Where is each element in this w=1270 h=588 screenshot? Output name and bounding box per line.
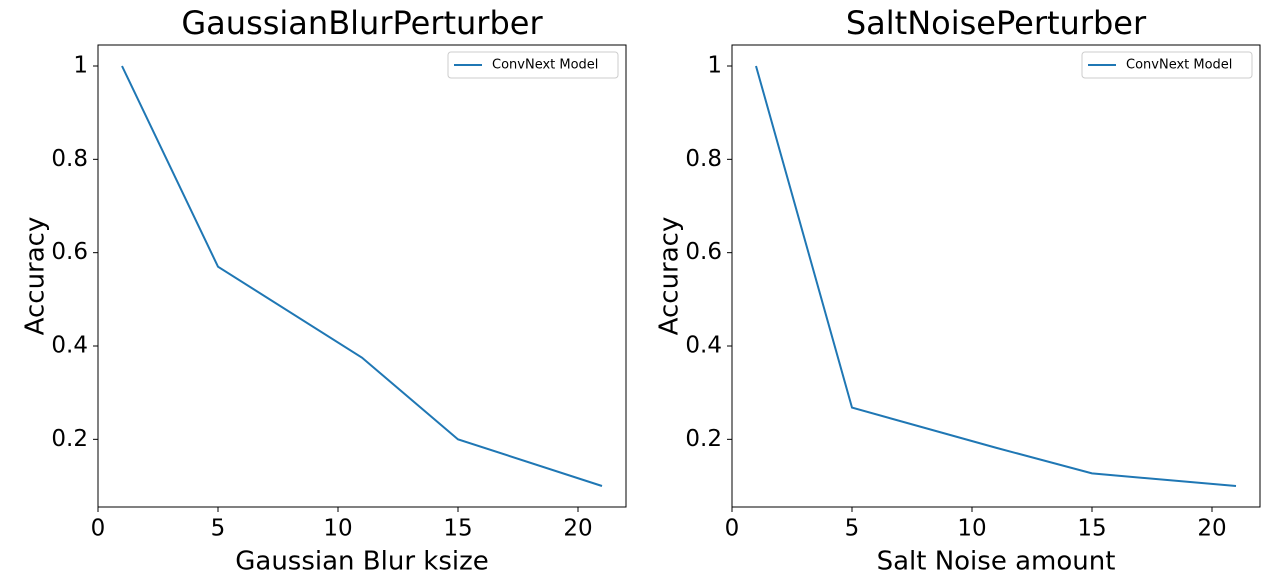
legend-box — [1081, 51, 1253, 79]
x-tick-label: 20 — [1197, 516, 1226, 542]
x-tick-label: 15 — [443, 516, 472, 542]
y-axis-label: Accuracy — [655, 217, 685, 336]
data-line — [121, 65, 603, 487]
x-tick-label: 5 — [211, 516, 226, 542]
legend-label: ConvNext Model — [1126, 58, 1232, 73]
legend-label: ConvNext Model — [492, 58, 598, 73]
x-tick-label: 0 — [91, 516, 106, 542]
y-tick-label: 1 — [73, 53, 88, 79]
data-line — [755, 65, 1237, 487]
y-tick-label: 0.6 — [51, 239, 88, 265]
x-axis-label: Salt Noise amount — [877, 547, 1116, 577]
x-axis-label: Gaussian Blur ksize — [235, 547, 489, 577]
y-tick-label: 0.4 — [685, 333, 722, 359]
y-tick-label: 1 — [707, 53, 722, 79]
x-tick-label: 0 — [725, 516, 740, 542]
chart-title: GaussianBlurPerturber — [181, 4, 543, 42]
legend-box — [447, 51, 619, 79]
x-tick-label: 20 — [563, 516, 592, 542]
y-tick-label: 0.6 — [685, 239, 722, 265]
y-tick-label: 0.2 — [51, 426, 88, 452]
x-tick-label: 10 — [957, 516, 986, 542]
y-tick-label: 0.8 — [685, 146, 722, 172]
chart-title: SaltNoisePerturber — [846, 4, 1147, 42]
y-tick-label: 0.4 — [51, 333, 88, 359]
plot-frame — [731, 44, 1261, 508]
y-tick-label: 0.2 — [685, 426, 722, 452]
x-tick-label: 5 — [845, 516, 860, 542]
x-tick-label: 10 — [323, 516, 352, 542]
y-tick-label: 0.8 — [51, 146, 88, 172]
x-tick-label: 15 — [1077, 516, 1106, 542]
y-axis-label: Accuracy — [21, 217, 51, 336]
plot-frame — [97, 44, 627, 508]
